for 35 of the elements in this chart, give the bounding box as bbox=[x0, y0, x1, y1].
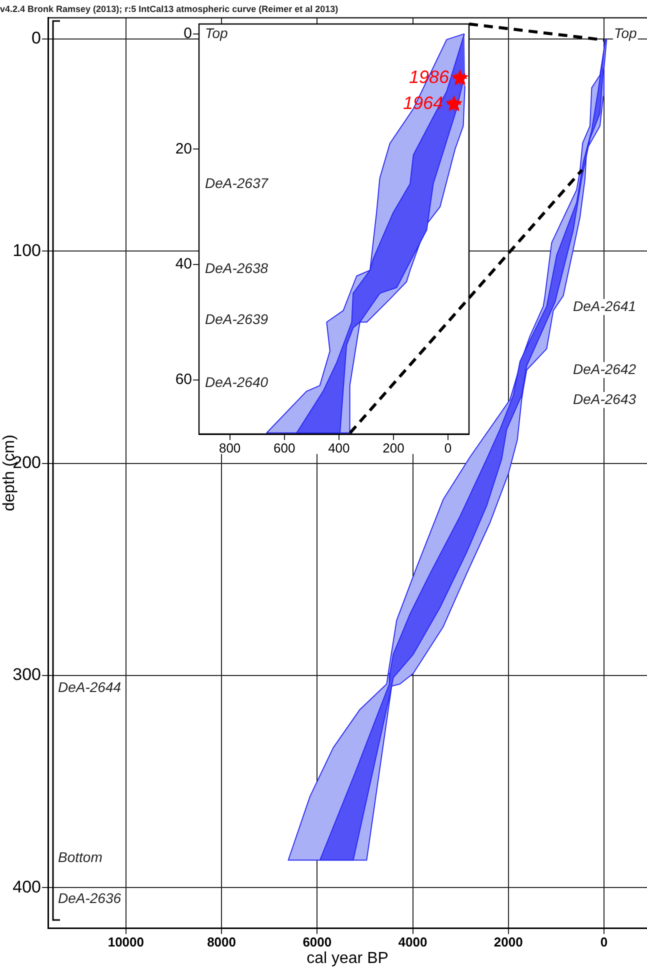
x-tick-label: 200 bbox=[382, 440, 404, 456]
annotation: DeA-2643 bbox=[573, 390, 636, 407]
annotation: DeA-2641 bbox=[573, 298, 636, 314]
x-tick-label: 800 bbox=[218, 440, 241, 456]
annotation: DeA-2639 bbox=[205, 310, 268, 327]
annotation: DeA-2642 bbox=[573, 360, 636, 377]
annotation: Bottom bbox=[58, 848, 103, 865]
y-tick-label: 300 bbox=[12, 665, 41, 684]
x-tick-label: 0 bbox=[444, 440, 452, 456]
x-tick-label: 8000 bbox=[207, 934, 236, 950]
x-tick-label: 6000 bbox=[302, 934, 332, 950]
annotation: DeA-2636 bbox=[58, 890, 122, 906]
annotation: Top bbox=[614, 24, 638, 41]
y-tick-label: 40 bbox=[175, 256, 192, 273]
x-tick-label: 10000 bbox=[108, 934, 144, 950]
annotation: 1986 bbox=[408, 67, 450, 88]
annotation: DeA-2637 bbox=[205, 174, 270, 191]
y-tick-label: 60 bbox=[175, 370, 192, 388]
x-tick-label: 0 bbox=[600, 934, 608, 950]
y-tick-label: 400 bbox=[12, 877, 41, 896]
x-tick-label: 4000 bbox=[398, 934, 428, 950]
annotation: DeA-2638 bbox=[205, 260, 268, 276]
annotation: 1964 bbox=[402, 93, 443, 114]
x-tick-label: 400 bbox=[328, 440, 350, 456]
x-tick-label: 2000 bbox=[494, 934, 523, 950]
y-tick-label: 0 bbox=[184, 24, 192, 42]
y-tick-label: 0 bbox=[32, 28, 41, 48]
annotation: DeA-2644 bbox=[58, 678, 122, 695]
y-tick-label: 20 bbox=[175, 140, 192, 158]
y-tick-label: 100 bbox=[12, 240, 41, 260]
chart-title: v4.2.4 Bronk Ramsey (2013); r:5 IntCal13 atmospheric curve (Reimer et al 2013) bbox=[0, 4, 338, 14]
x-tick-label: 600 bbox=[274, 440, 296, 456]
x-axis-title: cal year BP bbox=[306, 950, 388, 967]
annotation: DeA-2640 bbox=[205, 374, 268, 390]
annotation: Top bbox=[205, 24, 228, 41]
